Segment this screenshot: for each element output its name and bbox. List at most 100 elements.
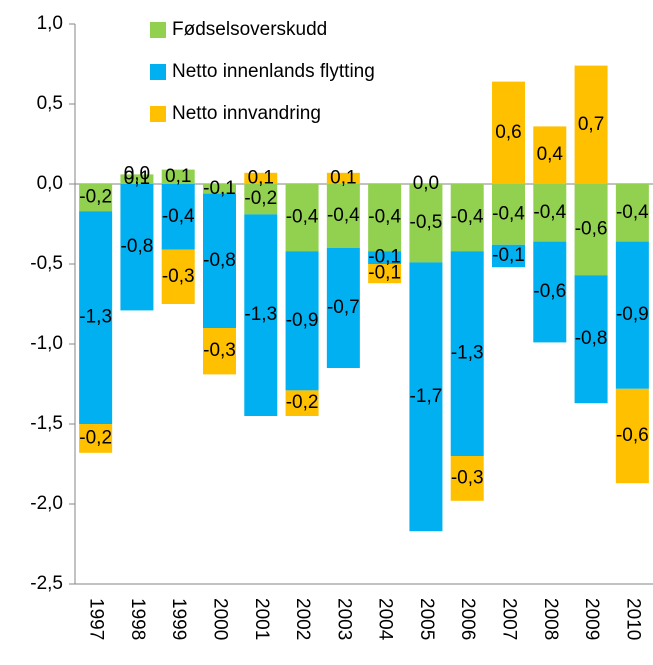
bar-segment (244, 214, 278, 416)
data-label: -0,4 (368, 207, 401, 228)
bar-segment (492, 184, 525, 245)
bar-segment (244, 172, 278, 184)
bar-segment (79, 211, 113, 424)
data-label: -0,1 (492, 245, 525, 266)
y-tick-label: -1,5 (30, 413, 63, 434)
x-tick-label: 2010 (622, 598, 643, 640)
data-label: -0,4 (286, 207, 319, 228)
data-label: -1,3 (451, 343, 484, 364)
y-tick-label: -1,0 (30, 333, 63, 354)
x-tick-label: 2004 (375, 598, 396, 641)
data-label: -0,6 (575, 219, 608, 240)
data-label: -0,4 (533, 202, 566, 223)
bar-segment (450, 184, 484, 252)
data-label: -0,3 (451, 467, 484, 488)
data-label: -1,3 (79, 307, 112, 328)
data-label: 0,1 (330, 167, 356, 188)
data-label: -0,9 (286, 310, 319, 331)
data-label: -0,4 (327, 205, 360, 226)
data-label: -0,2 (79, 427, 112, 448)
data-label: -1,3 (244, 304, 277, 325)
bar-segment (203, 184, 236, 194)
y-tick-label: 1,0 (37, 13, 63, 34)
bar-segment (326, 172, 360, 184)
bar-segment (326, 248, 360, 368)
x-tick-label: 1999 (168, 598, 189, 640)
data-label: -0,8 (575, 328, 608, 349)
data-label: -0,5 (410, 212, 443, 233)
data-label: -0,8 (203, 250, 236, 271)
bar-segment (409, 184, 443, 263)
bar-segment (79, 424, 113, 453)
x-tick-label: 2006 (457, 598, 478, 640)
data-label: 0,0 (413, 173, 439, 194)
y-tick-label: -2,0 (30, 493, 63, 514)
data-label: -0,2 (79, 187, 112, 208)
bar-segment (120, 174, 154, 184)
bar-segment (244, 184, 278, 215)
data-label: -0,9 (616, 304, 649, 325)
bar-segment (574, 184, 608, 276)
data-label: 0,4 (537, 144, 564, 165)
data-label: -0,6 (616, 425, 649, 446)
x-tick-label: 2008 (540, 598, 561, 640)
data-label: 0,1 (124, 168, 150, 189)
x-tick-label: 2002 (292, 598, 313, 640)
x-tick-label: 1997 (86, 598, 107, 640)
data-label: -0,7 (327, 297, 360, 318)
bar-segment (574, 275, 608, 404)
bar-segment (492, 244, 525, 268)
y-tick-label: -0,5 (30, 253, 63, 274)
bar-segment (409, 262, 443, 532)
bar-segment (79, 184, 113, 212)
x-tick-label: 2001 (251, 598, 272, 640)
data-label: -0,4 (162, 206, 195, 227)
data-label: -0,2 (286, 392, 319, 413)
legend-label: Netto innvandring (172, 103, 321, 124)
bar-segment (450, 251, 484, 456)
legend-label: Netto innenlands flytting (172, 61, 375, 82)
data-label: -0,3 (203, 340, 236, 361)
bar-segment (533, 126, 567, 184)
bar-segment (615, 388, 649, 484)
legend-swatch (150, 64, 166, 80)
bar-segment (492, 81, 525, 184)
y-tick-label: -2,5 (30, 573, 63, 594)
data-label: 0,7 (578, 114, 604, 135)
bar-segment (450, 456, 484, 501)
y-tick-label: 0,5 (37, 93, 63, 114)
legend-swatch (150, 106, 166, 122)
x-tick-label: 2000 (209, 598, 230, 640)
bar-segment (368, 251, 402, 264)
y-tick-label: 0,0 (37, 173, 63, 194)
legend-swatch (150, 22, 166, 38)
data-label: 0,1 (165, 166, 191, 187)
bar-segment (161, 184, 195, 250)
bar-segment (203, 193, 236, 328)
x-tick-label: 1998 (127, 598, 148, 640)
data-label: -0,2 (244, 188, 277, 209)
bar-segment (285, 251, 319, 391)
bar-segment (533, 241, 567, 343)
data-label: -0,8 (121, 236, 154, 257)
bar-segment (615, 184, 649, 242)
bar-segment (161, 169, 195, 184)
data-label: 0,6 (495, 122, 521, 143)
x-tick-label: 2009 (581, 598, 602, 640)
x-tick-label: 2005 (416, 598, 437, 640)
data-label: -0,6 (533, 281, 566, 302)
bar-segment (161, 249, 195, 304)
bar-segment (203, 328, 236, 375)
data-label: -0,3 (162, 266, 195, 287)
bar-segment (574, 65, 608, 184)
bar-segment (285, 184, 319, 252)
bar-segment (285, 390, 319, 416)
data-label: 0,0 (124, 163, 150, 184)
data-label: -0,4 (451, 207, 484, 228)
bar-segment (368, 184, 402, 252)
data-label: -0,1 (203, 178, 236, 199)
x-tick-label: 2007 (498, 598, 519, 640)
data-label: -0,4 (616, 202, 649, 223)
data-label: -0,1 (368, 247, 401, 268)
